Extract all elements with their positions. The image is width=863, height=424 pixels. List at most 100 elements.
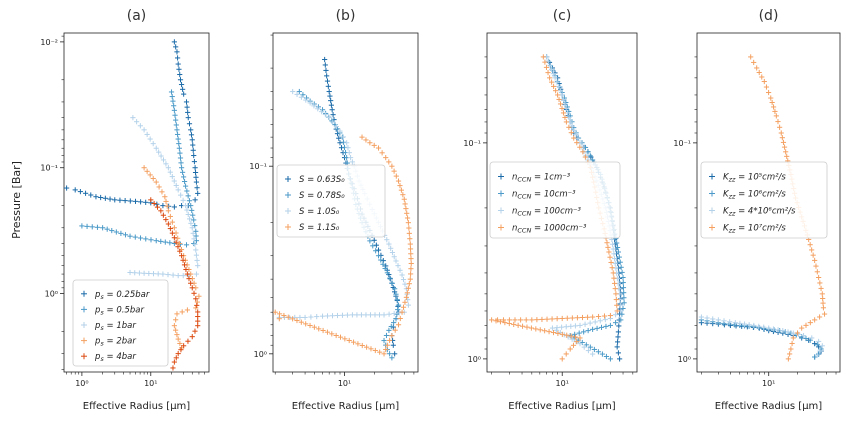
- data-point: [290, 88, 296, 95]
- data-point: [174, 131, 181, 138]
- data-point: [174, 49, 180, 55]
- data-point: [807, 242, 813, 248]
- data-point: [175, 273, 181, 279]
- data-point: [294, 317, 300, 324]
- data-point: [363, 312, 369, 318]
- data-point: [772, 108, 778, 115]
- legend-label: ps = 0.5bar: [94, 305, 144, 316]
- data-point: [562, 114, 568, 121]
- data-point: [191, 152, 197, 159]
- data-point: [372, 312, 378, 318]
- data-point: [134, 119, 140, 125]
- data-point: [375, 145, 382, 151]
- data-point: [389, 249, 396, 256]
- data-point: [172, 112, 178, 118]
- data-point: [812, 354, 818, 360]
- data-point: [814, 269, 820, 275]
- x-tick-label: 10¹: [144, 379, 157, 388]
- data-point: [170, 98, 176, 104]
- data-point: [506, 320, 512, 327]
- data-point: [549, 79, 555, 85]
- data-point: [602, 317, 608, 323]
- data-point: [607, 254, 613, 260]
- data-point: [537, 327, 543, 333]
- panel-title: (a): [127, 8, 147, 24]
- data-point: [563, 324, 569, 330]
- legend-marker: [709, 190, 715, 197]
- data-point: [391, 254, 397, 260]
- y-tick-label: 10⁰: [468, 355, 481, 364]
- series-0: [64, 39, 201, 210]
- data-point: [597, 318, 603, 324]
- data-point: [367, 140, 373, 146]
- data-point: [621, 300, 627, 306]
- data-point: [177, 241, 184, 247]
- data-point: [192, 165, 198, 171]
- data-point: [393, 258, 399, 264]
- x-axis-label: Effective Radius [μm]: [508, 401, 616, 412]
- data-point: [169, 219, 175, 225]
- data-point: [394, 297, 400, 303]
- data-point: [803, 335, 809, 342]
- data-point: [384, 270, 390, 276]
- data-point: [171, 39, 177, 45]
- data-point: [165, 208, 171, 214]
- data-point: [324, 329, 331, 335]
- data-point: [185, 338, 191, 344]
- legend-marker: [498, 207, 504, 214]
- data-point: [178, 160, 184, 166]
- data-point: [814, 352, 820, 358]
- data-point: [574, 140, 580, 146]
- data-point: [557, 101, 564, 107]
- data-point: [178, 253, 185, 259]
- data-point: [393, 291, 399, 297]
- data-point: [328, 98, 334, 104]
- data-point: [319, 313, 326, 319]
- data-point: [368, 346, 374, 352]
- data-point: [387, 337, 393, 344]
- data-point: [174, 55, 181, 61]
- data-point: [112, 197, 118, 203]
- data-point: [132, 270, 138, 276]
- data-point: [763, 84, 770, 90]
- y-tick-label: 10⁰: [678, 355, 691, 364]
- data-point: [183, 99, 190, 105]
- data-point: [576, 330, 582, 336]
- data-point: [98, 194, 104, 201]
- data-point: [156, 149, 162, 155]
- data-point: [315, 106, 321, 112]
- series-4: [148, 197, 201, 371]
- data-point: [122, 232, 129, 238]
- data-point: [340, 139, 347, 145]
- data-point: [405, 302, 411, 308]
- data-point: [143, 236, 149, 242]
- data-point: [737, 320, 743, 326]
- data-point: [611, 251, 617, 257]
- data-point: [171, 107, 177, 113]
- data-point: [698, 314, 705, 320]
- data-point: [324, 73, 330, 79]
- data-point: [502, 320, 508, 326]
- data-point: [812, 257, 818, 264]
- data-point: [337, 140, 343, 146]
- data-point: [579, 314, 586, 321]
- data-point: [780, 328, 786, 334]
- legend-marker: [709, 173, 715, 180]
- data-point: [619, 311, 625, 317]
- data-point: [150, 141, 156, 147]
- data-point: [294, 91, 300, 97]
- data-point: [337, 334, 344, 340]
- data-point: [407, 241, 413, 247]
- data-point: [489, 317, 495, 323]
- data-point: [171, 103, 177, 109]
- data-point: [404, 215, 411, 221]
- data-point: [322, 56, 328, 63]
- data-point: [610, 246, 616, 252]
- data-point: [812, 317, 818, 323]
- data-point: [191, 159, 198, 165]
- data-point: [612, 320, 619, 326]
- data-point: [89, 224, 95, 230]
- legend-label: ps = 4bar: [94, 352, 136, 363]
- data-point: [395, 302, 402, 308]
- data-point: [556, 96, 562, 103]
